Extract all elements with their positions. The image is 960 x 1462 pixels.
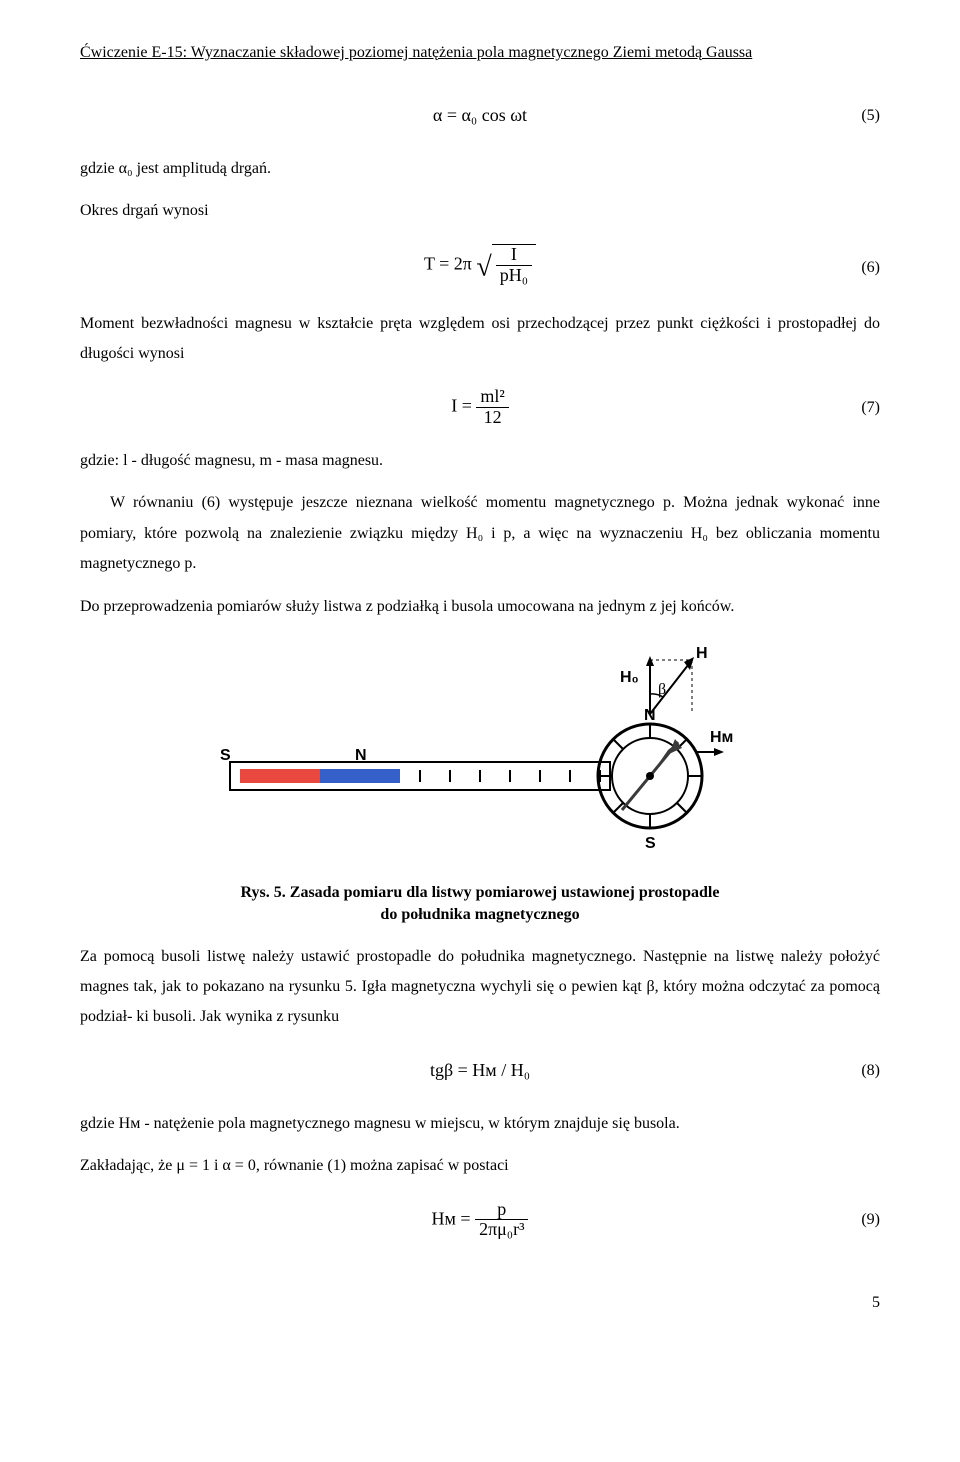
- label-h0: H₀: [620, 669, 639, 686]
- equation-9-numerator: p: [475, 1200, 528, 1221]
- equation-5-number: (5): [861, 103, 880, 129]
- paragraph-gdzie-hm: gdzie Hᴍ - natężenie pola magnetycznego …: [80, 1109, 880, 1139]
- paragraph-moment: Moment bezwładności magnesu w kształcie …: [80, 309, 880, 370]
- page-number: 5: [80, 1290, 880, 1316]
- magnet-n-icon: [320, 769, 400, 783]
- equation-9: Hᴍ = p 2πμ₀r³ (9): [80, 1200, 880, 1241]
- equation-6-prefix: T = 2π: [424, 254, 472, 274]
- equation-7-prefix: I =: [451, 396, 472, 416]
- equation-7-formula: I = ml² 12: [451, 387, 509, 428]
- figure-5: S N N S: [80, 642, 880, 862]
- figure-5-caption-line2: do południka magnetycznego: [380, 906, 579, 923]
- equation-7-denominator: 12: [476, 408, 508, 428]
- equation-5: α = α₀ cos ωt (5): [80, 96, 880, 136]
- equation-7-number: (7): [861, 395, 880, 421]
- equation-5-formula: α = α₀ cos ωt: [433, 101, 527, 130]
- equation-8-formula: tgβ = Hᴍ / H₀: [430, 1056, 530, 1085]
- equation-8: tgβ = Hᴍ / H₀ (8): [80, 1051, 880, 1091]
- paragraph-zakladajac: Zakładając, że μ = 1 i α = 0, równanie (…: [80, 1151, 880, 1181]
- equation-6: T = 2π √ I pH₀ (6): [80, 244, 880, 290]
- equation-6-denominator: pH₀: [496, 266, 532, 286]
- paragraph-w-rownaniu: W równaniu (6) występuje jeszcze nieznan…: [80, 488, 880, 579]
- figure-5-caption-line1: Rys. 5. Zasada pomiaru dla listwy pomiar…: [241, 884, 720, 901]
- compass-icon: [598, 724, 702, 828]
- magnet-s-icon: [240, 769, 320, 783]
- equation-6-formula: T = 2π √ I pH₀: [424, 244, 536, 290]
- page-header: Ćwiczenie E-15: Wyznaczanie składowej po…: [80, 40, 880, 66]
- figure-5-svg: S N N S: [220, 642, 740, 862]
- paragraph-listwa: Do przeprowadzenia pomiarów służy listwa…: [80, 592, 880, 622]
- equation-7-numerator: ml²: [476, 387, 508, 408]
- equation-9-prefix: Hᴍ =: [432, 1208, 471, 1228]
- paragraph-busola: Za pomocą busoli listwę należy ustawić p…: [80, 942, 880, 1033]
- equation-6-numerator: I: [496, 245, 532, 266]
- label-n-bar: N: [355, 747, 367, 764]
- equation-9-number: (9): [861, 1207, 880, 1233]
- label-hm: Hᴍ: [710, 729, 733, 746]
- label-beta: β: [658, 681, 666, 698]
- equation-9-denominator: 2πμ₀r³: [475, 1220, 528, 1240]
- paragraph-alpha0: gdzie α₀ jest amplitudą drgań.: [80, 154, 880, 184]
- paragraph-okres: Okres drgań wynosi: [80, 196, 880, 226]
- label-h: H: [696, 645, 708, 662]
- equation-7: I = ml² 12 (7): [80, 387, 880, 428]
- paragraph-gdzie-lm: gdzie: l - długość magnesu, m - masa mag…: [80, 446, 880, 476]
- equation-8-number: (8): [861, 1058, 880, 1084]
- figure-5-caption: Rys. 5. Zasada pomiaru dla listwy pomiar…: [80, 882, 880, 927]
- equation-9-formula: Hᴍ = p 2πμ₀r³: [432, 1200, 529, 1241]
- label-s-bottom: S: [645, 835, 656, 852]
- label-s-left: S: [220, 747, 231, 764]
- equation-6-number: (6): [861, 255, 880, 281]
